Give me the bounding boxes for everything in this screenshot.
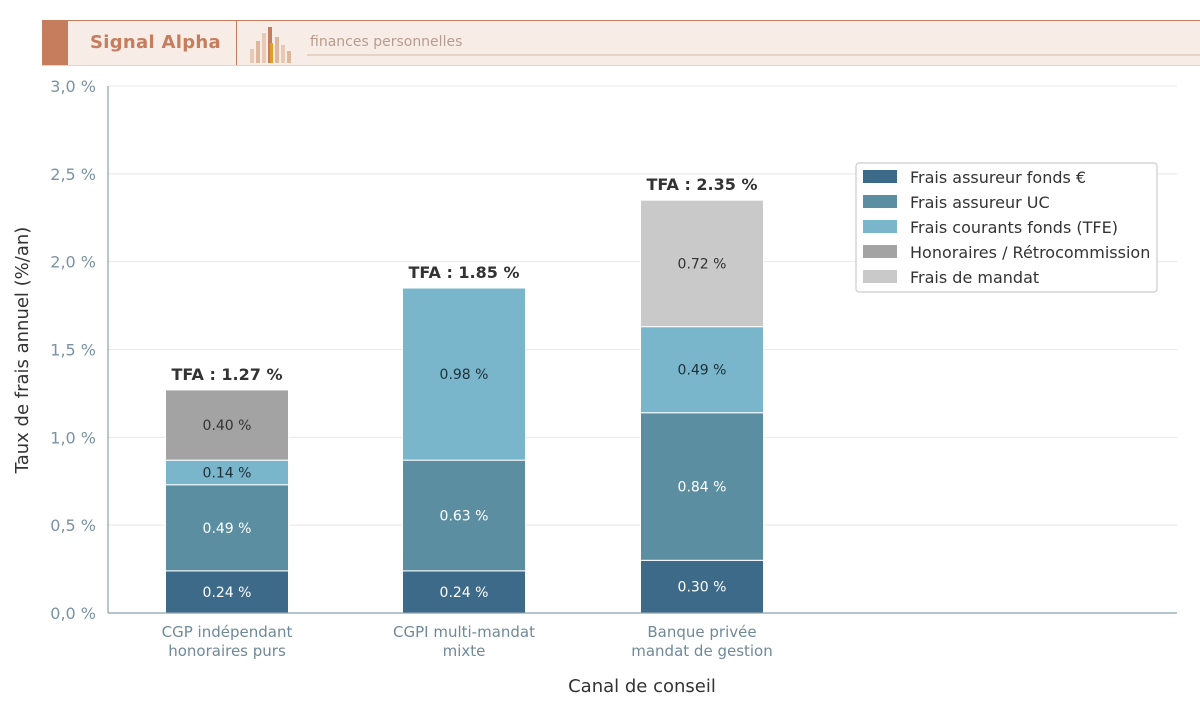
x-axis-label: Canal de conseil <box>568 676 716 697</box>
legend-entry: Frais courants fonds (TFE) <box>910 218 1118 237</box>
brand-swatch <box>42 21 68 65</box>
y-tick-label: 3,0 % <box>50 77 96 96</box>
header-tagline: finances personnelles <box>310 34 463 50</box>
total-label: TFA : 1.27 % <box>171 365 282 384</box>
y-tick-labels: 0,0 % 0,5 % 1,0 % 1,5 % 2,0 % 2,5 % 3,0 % <box>50 77 96 623</box>
legend-entry: Honoraires / Rétrocommission <box>910 243 1150 262</box>
legend-swatch <box>863 195 897 208</box>
bar-segment <box>402 287 526 461</box>
segment-value-label: 0.14 % <box>203 465 252 481</box>
segment-value-label: 0.72 % <box>678 256 727 272</box>
bar-segment <box>165 570 289 614</box>
bar-segment <box>640 412 764 561</box>
segment-value-label: 0.40 % <box>203 418 252 434</box>
bar-segment <box>165 389 289 461</box>
x-tick-label: honoraires purs <box>168 642 286 660</box>
bar-segment <box>640 199 764 328</box>
y-axis-label: Taux de frais annuel (%/an) <box>12 227 33 475</box>
y-tick-label: 2,0 % <box>50 253 96 272</box>
legend-swatch <box>863 220 897 233</box>
segment-value-label: 0.24 % <box>203 585 252 601</box>
legend-entry: Frais assureur UC <box>910 193 1050 212</box>
legend-swatch <box>863 245 897 258</box>
bar-chart-logo-icon <box>250 27 291 63</box>
total-label: TFA : 2.35 % <box>646 175 757 194</box>
y-tick-label: 1,5 % <box>50 341 96 360</box>
bar-segment <box>165 484 289 572</box>
total-label: TFA : 1.85 % <box>408 263 519 282</box>
bar-segment <box>640 559 764 614</box>
bar-segment <box>165 459 289 486</box>
segment-value-label: 0.30 % <box>678 580 727 596</box>
segment-value-label: 0.24 % <box>440 585 489 601</box>
bar-segment <box>640 326 764 414</box>
segment-value-label: 0.49 % <box>203 521 252 537</box>
legend-box <box>855 162 1158 293</box>
y-tick-label: 1,0 % <box>50 428 96 447</box>
bar-stacks <box>165 199 764 614</box>
legend-swatch <box>863 270 897 283</box>
header-rule <box>307 54 1200 56</box>
segment-labels: 0.24 % 0.49 % 0.14 % 0.40 % 0.24 % 0.63 % 0.98… <box>203 256 727 600</box>
legend-swatch <box>863 170 897 183</box>
y-tick-label: 2,5 % <box>50 165 96 184</box>
x-tick-label: mixte <box>443 642 486 660</box>
segment-value-label: 0.63 % <box>440 509 489 525</box>
x-tick-label: mandat de gestion <box>631 642 773 660</box>
segment-value-label: 0.49 % <box>678 363 727 379</box>
header-bar: Signal Alpha finances personnelles <box>42 20 1200 66</box>
x-tick-label: CGP indépendant <box>162 623 293 641</box>
x-tick-label: CGPI multi-mandat <box>393 623 535 641</box>
legend-entry: Frais de mandat <box>910 268 1039 287</box>
total-labels: TFA : 1.27 % TFA : 1.85 % TFA : 2.35 % <box>171 175 757 384</box>
y-tick-label: 0,5 % <box>50 516 96 535</box>
y-tick-label: 0,0 % <box>50 604 96 623</box>
legend-entry: Frais assureur fonds € <box>910 168 1086 187</box>
segment-value-label: 0.98 % <box>440 367 489 383</box>
brand-title: Signal Alpha <box>90 32 221 53</box>
x-tick-label: Banque privée <box>647 623 756 641</box>
segment-value-label: 0.84 % <box>678 480 727 496</box>
header-divider <box>236 21 237 65</box>
legend: Frais assureur fonds € Frais assureur UC F… <box>855 162 1158 293</box>
